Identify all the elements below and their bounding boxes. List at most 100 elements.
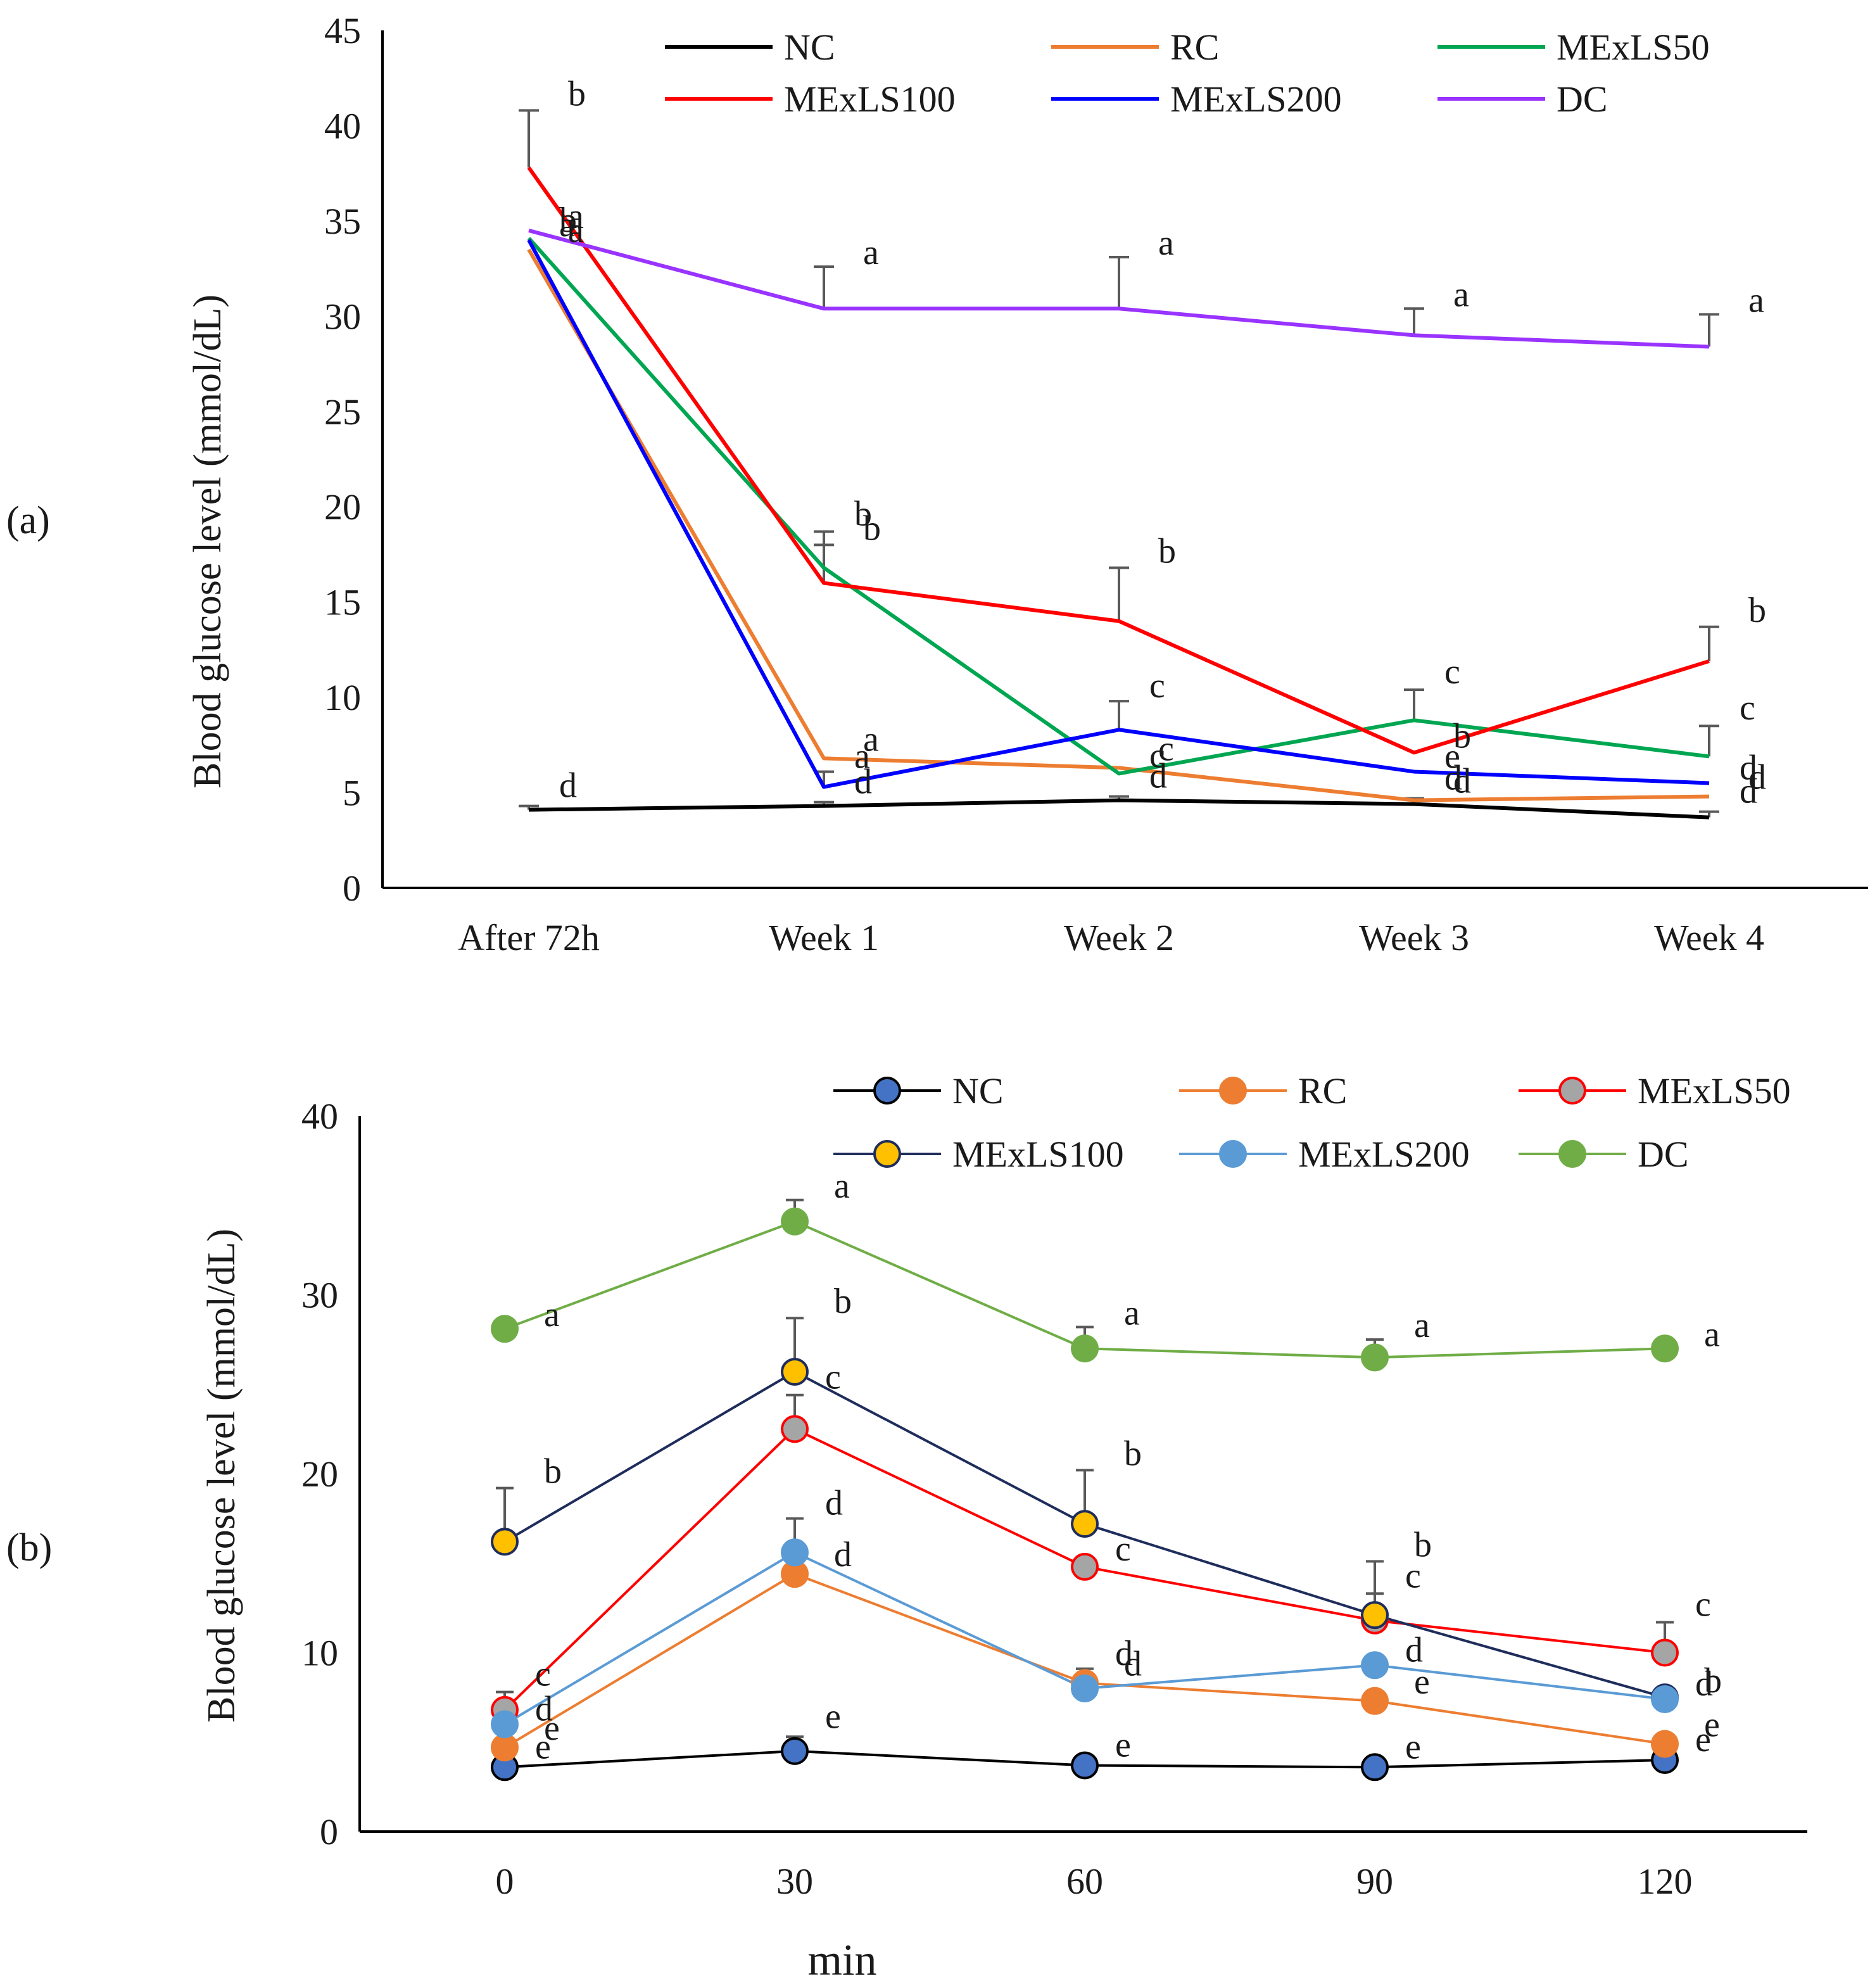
a-x-tick-label: After 72h (458, 917, 600, 958)
b-data-point-dc (491, 1315, 519, 1343)
a-significance-letter: a (1158, 224, 1174, 263)
a-x-tick-label: Week 3 (1359, 917, 1469, 958)
a-significance-letter: a (1453, 275, 1469, 314)
a-significance-letter: b (863, 509, 881, 548)
panel-a-y-ticks: 0 5 10 15 20 25 30 35 40 45 (324, 10, 361, 909)
b-significance-letter: e (1414, 1662, 1430, 1702)
b-legend-label-mexls100: MExLS100 (952, 1134, 1124, 1175)
panel-b-label: (b) (6, 1526, 52, 1569)
b-data-point-mexls200 (1071, 1675, 1099, 1702)
a-significance-letter: a (559, 205, 575, 244)
a-series-line-mexls200 (527, 239, 1710, 789)
a-y-tick-label: 20 (324, 486, 361, 528)
b-significance-letter: e (535, 1727, 551, 1766)
a-significance-letter: b (1453, 716, 1471, 756)
b-x-tick-label: 30 (776, 1861, 813, 1902)
a-x-tick-label: Week 4 (1654, 917, 1764, 958)
b-significance-letter: d (834, 1535, 852, 1574)
a-significance-letter: d (854, 763, 872, 802)
panel-b-legend: NC RC MExLS50 MExLS100 MExLS200 DC (833, 1070, 1791, 1175)
a-significance-letter: d (559, 766, 577, 806)
b-data-point-nc (1361, 1753, 1389, 1782)
panel-b-y-ticks: 0 10 20 30 40 (301, 1096, 338, 1852)
b-significance-letter: e (1695, 1720, 1711, 1759)
a-legend-label-dc: DC (1557, 79, 1608, 120)
b-data-point-rc (1651, 1730, 1679, 1758)
a-y-tick-label: 35 (324, 201, 361, 242)
b-significance-letter: b (1124, 1434, 1142, 1473)
a-significance-letter: d (1740, 749, 1757, 788)
b-data-point-mexls100 (1071, 1510, 1099, 1538)
b-legend-marker-nc (873, 1077, 901, 1105)
b-data-point-mexls50 (1071, 1552, 1099, 1581)
b-significance-letter: b (1414, 1525, 1432, 1564)
b-significance-letter: e (1704, 1706, 1720, 1745)
b-significance-letter: d (825, 1484, 843, 1523)
a-significance-letter: d (1740, 772, 1757, 811)
a-y-tick-label: 5 (343, 773, 361, 814)
a-significance-letter: c (1149, 736, 1165, 775)
b-legend-label-rc: RC (1298, 1070, 1347, 1111)
a-significance-letter: d (1444, 759, 1462, 798)
b-significance-letter: a (834, 1167, 850, 1206)
a-y-tick-label: 30 (324, 296, 361, 337)
panel-a-y-axis-label: Blood glucose level (mmol/dL) (186, 294, 229, 788)
a-series-line-dc (528, 229, 1710, 349)
a-significance-letter: b (1158, 532, 1176, 571)
b-significance-letter: c (1115, 1529, 1131, 1569)
b-legend-label-mexls50: MExLS50 (1638, 1070, 1791, 1111)
a-y-tick-label: 0 (343, 868, 361, 909)
b-data-point-dc (1651, 1334, 1679, 1363)
b-legend-marker-mexls100 (873, 1140, 901, 1168)
b-data-point-mexls200 (1651, 1685, 1679, 1713)
b-significance-letter: a (1704, 1315, 1720, 1354)
b-significance-letter: a (1124, 1293, 1140, 1333)
b-x-tick-label: 60 (1066, 1861, 1103, 1902)
b-y-tick-label: 10 (301, 1633, 338, 1674)
a-significance-letter: b (1748, 591, 1766, 630)
b-significance-letter: c (825, 1358, 841, 1397)
a-series-line-mexls100 (527, 166, 1710, 755)
b-data-point-mexls50 (1651, 1638, 1679, 1667)
panel-b-x-axis-label: min (808, 1936, 877, 1985)
a-significance-letter: a (568, 197, 584, 236)
b-significance-letter: d (1115, 1634, 1133, 1673)
a-legend-label-mexls100: MExLS100 (784, 79, 956, 120)
a-significance-letter: b (854, 494, 872, 533)
b-significance-letter: d (1695, 1664, 1713, 1704)
a-series-line-rc (527, 248, 1710, 802)
a-significance-letter: a (1748, 281, 1764, 320)
a-significance-letter: a (863, 233, 879, 272)
a-significance-letter: a (863, 719, 879, 759)
panel-b-error-bars (496, 1198, 1674, 1751)
a-significance-letter: d (1748, 758, 1766, 797)
a-x-tick-label: Week 2 (1064, 917, 1174, 958)
b-legend-label-dc: DC (1638, 1134, 1689, 1175)
a-significance-letter: a (568, 211, 584, 250)
a-significance-letter: a (854, 737, 870, 776)
panel-a-label: (a) (6, 499, 50, 542)
b-x-tick-label: 90 (1356, 1861, 1393, 1902)
b-significance-letter: b (834, 1282, 852, 1321)
a-significance-letter: e (1444, 737, 1460, 776)
a-significance-letter: b (559, 201, 577, 240)
b-legend-marker-mexls50 (1558, 1077, 1586, 1105)
a-series-line-mexls50 (527, 236, 1710, 776)
b-significance-letter: b (544, 1452, 562, 1491)
b-significance-letter: d (1124, 1645, 1142, 1684)
b-legend-marker-mexls200 (1219, 1140, 1247, 1168)
b-significance-letter: c (1695, 1585, 1711, 1624)
b-legend-marker-rc (1219, 1077, 1247, 1105)
b-significance-letter: e (1405, 1727, 1421, 1766)
b-data-point-rc (1361, 1687, 1389, 1715)
a-y-tick-label: 10 (324, 677, 361, 718)
b-data-point-dc (1361, 1343, 1389, 1372)
b-data-point-mexls200 (1361, 1651, 1389, 1680)
a-legend-label-rc: RC (1170, 27, 1219, 68)
b-data-point-nc (781, 1737, 809, 1765)
a-significance-letter: c (1149, 666, 1165, 706)
b-significance-letter: e (544, 1709, 560, 1748)
a-x-tick-label: Week 1 (769, 917, 879, 958)
b-data-point-mexls100 (491, 1528, 519, 1556)
